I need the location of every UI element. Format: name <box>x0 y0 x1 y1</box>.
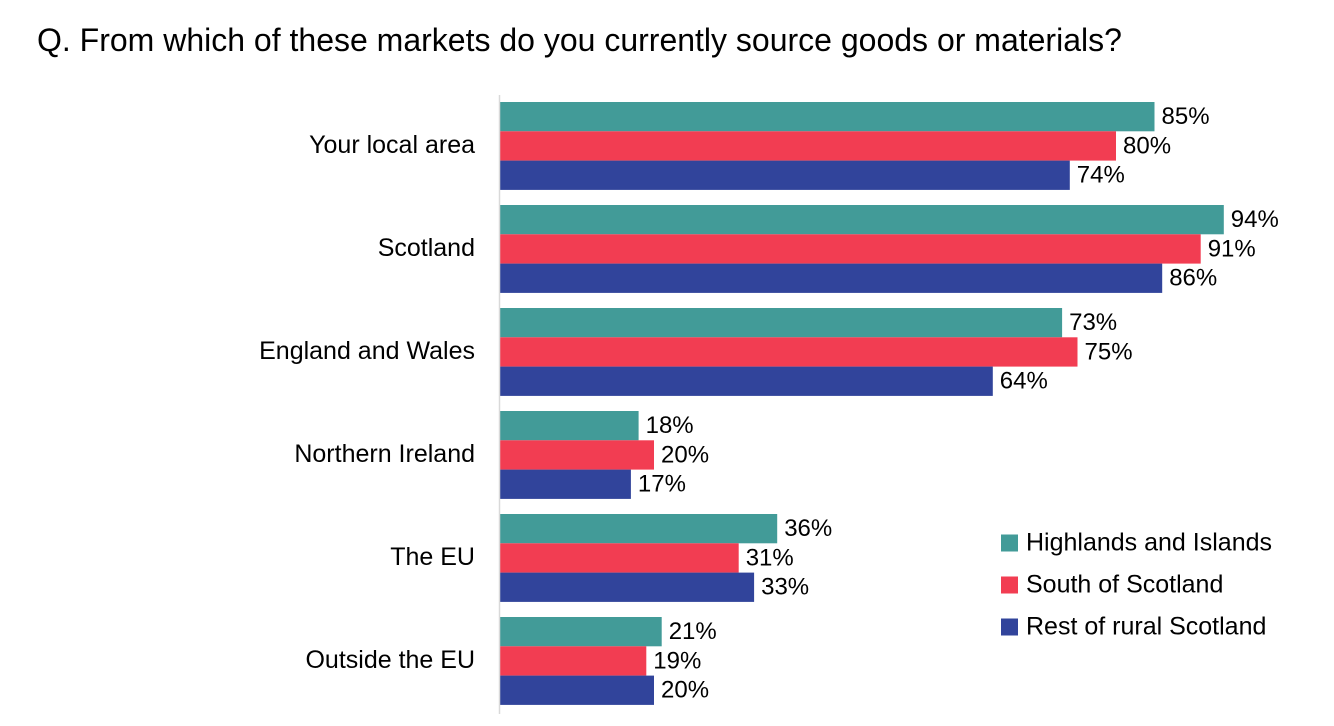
data-label-south-of-scotland-northern-ireland: 20% <box>661 441 709 468</box>
data-label-rest-of-rural-scotland-england-and-wales: 64% <box>1000 368 1048 395</box>
bar-south-of-scotland-england-and-wales <box>500 337 1078 367</box>
bar-south-of-scotland-northern-ireland <box>500 440 654 470</box>
bar-rest-of-rural-scotland-scotland <box>500 263 1163 293</box>
category-label-england-and-wales: England and Wales <box>259 337 475 365</box>
data-label-south-of-scotland-england-and-wales: 75% <box>1085 338 1133 365</box>
bar-highlands-and-islands-the-eu <box>500 514 778 544</box>
data-label-south-of-scotland-scotland: 91% <box>1208 235 1256 262</box>
data-label-highlands-and-islands-scotland: 94% <box>1231 206 1279 233</box>
category-labels-layer: Your local area Scotland England and Wales… <box>259 131 475 674</box>
category-label-the-eu: The EU <box>390 543 475 571</box>
data-label-south-of-scotland-your-local-area: 80% <box>1123 132 1171 159</box>
data-label-south-of-scotland-the-eu: 31% <box>746 544 794 571</box>
bar-rest-of-rural-scotland-outside-the-eu <box>500 675 654 705</box>
bar-highlands-and-islands-your-local-area <box>500 102 1155 132</box>
data-label-highlands-and-islands-your-local-area: 85% <box>1162 103 1210 130</box>
legend-label-highlands-and-islands: Highlands and Islands <box>1026 529 1272 557</box>
category-label-northern-ireland: Northern Ireland <box>294 440 475 468</box>
data-label-highlands-and-islands-england-and-wales: 73% <box>1069 309 1117 336</box>
bars-layer <box>500 102 1224 705</box>
bar-highlands-and-islands-outside-the-eu <box>500 617 662 647</box>
data-label-highlands-and-islands-outside-the-eu: 21% <box>669 618 717 645</box>
data-label-highlands-and-islands-northern-ireland: 18% <box>646 412 694 439</box>
bar-highlands-and-islands-northern-ireland <box>500 411 639 441</box>
category-label-scotland: Scotland <box>378 234 475 262</box>
data-label-rest-of-rural-scotland-your-local-area: 74% <box>1077 162 1125 189</box>
bar-rest-of-rural-scotland-northern-ireland <box>500 469 631 499</box>
chart-title: Q. From which of these markets do you cu… <box>37 22 1122 58</box>
legend: Highlands and Islands South of Scotland Re… <box>1001 529 1272 641</box>
bar-south-of-scotland-the-eu <box>500 543 739 573</box>
data-label-rest-of-rural-scotland-scotland: 86% <box>1169 265 1217 292</box>
data-labels-layer: 85%80%74%94%91%86%73%75%64%18%20%17%36%3… <box>638 103 1279 704</box>
bar-south-of-scotland-your-local-area <box>500 131 1116 161</box>
data-label-south-of-scotland-outside-the-eu: 19% <box>653 647 701 674</box>
legend-swatch-highlands-and-islands <box>1001 534 1018 552</box>
data-label-rest-of-rural-scotland-outside-the-eu: 20% <box>661 677 709 704</box>
category-label-your-local-area: Your local area <box>309 131 475 159</box>
data-label-rest-of-rural-scotland-the-eu: 33% <box>761 574 809 601</box>
bar-rest-of-rural-scotland-your-local-area <box>500 160 1070 190</box>
bar-south-of-scotland-scotland <box>500 234 1201 264</box>
bar-south-of-scotland-outside-the-eu <box>500 646 647 676</box>
data-label-rest-of-rural-scotland-northern-ireland: 17% <box>638 471 686 498</box>
bar-rest-of-rural-scotland-england-and-wales <box>500 366 993 396</box>
data-label-highlands-and-islands-the-eu: 36% <box>784 515 832 542</box>
legend-swatch-rest-of-rural-scotland <box>1001 618 1018 636</box>
bar-highlands-and-islands-scotland <box>500 205 1224 235</box>
legend-label-south-of-scotland: South of Scotland <box>1026 571 1223 599</box>
legend-swatch-south-of-scotland <box>1001 576 1018 594</box>
legend-label-rest-of-rural-scotland: Rest of rural Scotland <box>1026 613 1266 641</box>
category-label-outside-the-eu: Outside the EU <box>305 646 475 674</box>
bar-rest-of-rural-scotland-the-eu <box>500 572 755 602</box>
bar-highlands-and-islands-england-and-wales <box>500 308 1063 338</box>
